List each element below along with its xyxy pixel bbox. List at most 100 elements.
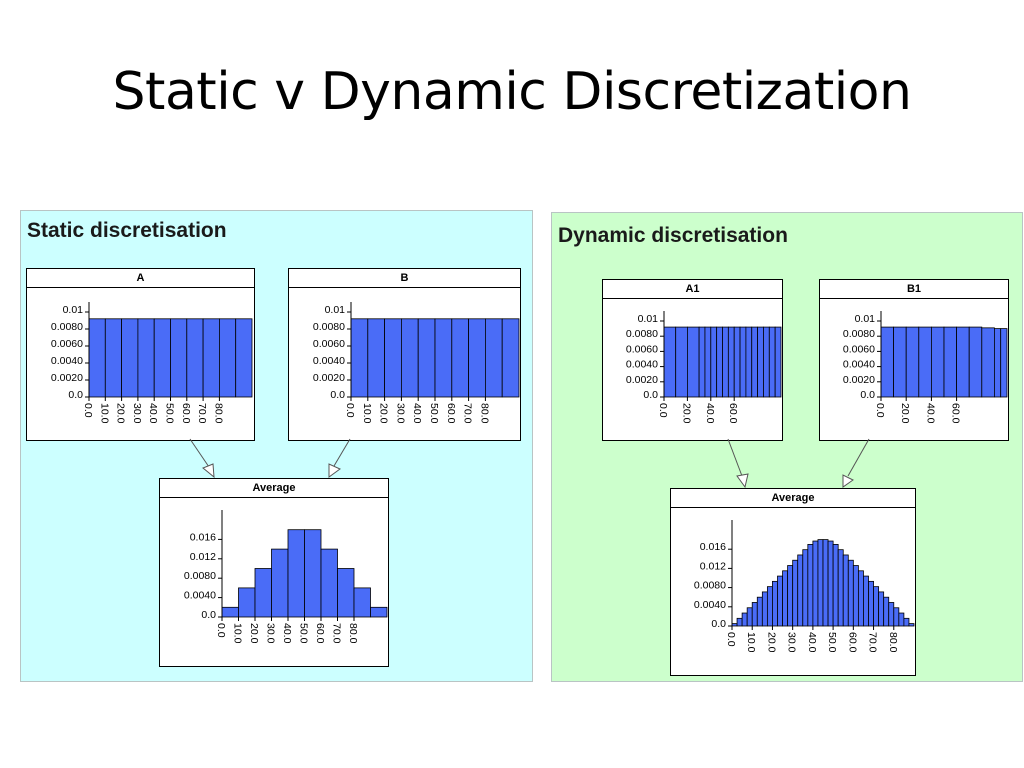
dynamic-avg-bar <box>797 554 804 627</box>
dynamic-a1-bar <box>739 326 747 398</box>
dynamic-b1-x-tick-label: 40.0 <box>924 403 936 424</box>
node-b1-chart: 0.01 0.0080 0.0060 0.0040 0.0020 0.0 0.0 20.0 40… <box>843 311 1008 424</box>
static-a-bar <box>202 318 220 398</box>
static-a-bar <box>137 318 155 398</box>
static-b-y-tick-label: 0.0040 <box>313 355 345 367</box>
dynamic-avg-bar <box>772 580 778 627</box>
node-average-static-chart: 0.016 0.012 0.0080 0.0040 0.0 0.0 10.0 20.0 30.0… <box>184 510 388 644</box>
dynamic-avg-bar <box>863 575 869 627</box>
dynamic-avg-x-tick-label: 0.0 <box>725 632 737 647</box>
static-a-y-tick-label: 0.0 <box>68 389 83 401</box>
dynamic-a1-bar <box>710 326 718 398</box>
dynamic-avg-x-tick-label: 30.0 <box>786 632 798 653</box>
dynamic-avg-bar <box>888 602 895 627</box>
dynamic-avg-bar <box>842 554 849 627</box>
dynamic-b1-y-tick-label: 0.0060 <box>843 343 875 355</box>
dynamic-avg-bar <box>822 539 829 627</box>
node-a1-chart: 0.01 0.0080 0.0060 0.0040 0.0020 0.0 0.0 20.0 40… <box>626 311 782 424</box>
static-avg-x-tick-label: 0.0 <box>215 623 227 638</box>
dynamic-avg-bar <box>741 612 748 627</box>
dynamic-b1-bar <box>956 326 970 398</box>
dynamic-avg-bar <box>827 540 834 627</box>
dynamic-b1-x-tick-label: 0.0 <box>874 403 886 418</box>
static-b-x-tick-label: 70.0 <box>462 403 474 424</box>
static-avg-x-tick-label: 50.0 <box>298 623 310 644</box>
dynamic-b1-y-tick-label: 0.01 <box>855 313 876 325</box>
node-b[interactable]: B 0.01 0.0080 0.0060 0.0040 0.0020 0.0 0.0 10.0… <box>288 268 521 441</box>
dynamic-avg-bar <box>782 570 789 627</box>
static-a-bar <box>104 318 123 398</box>
dynamic-avg-bar <box>731 623 738 627</box>
dynamic-a1-y-tick-label: 0.0 <box>643 389 658 401</box>
static-avg-y-tick-label: 0.0040 <box>184 590 216 602</box>
static-b-x-tick-label: 40.0 <box>411 403 423 424</box>
dynamic-a1-bar <box>757 326 764 398</box>
dynamic-a1-y-tick-label: 0.0080 <box>626 328 658 340</box>
static-avg-x-tick-label: 70.0 <box>331 623 343 644</box>
dynamic-a1-bar <box>733 326 741 398</box>
static-a-bar <box>121 318 139 398</box>
dynamic-a1-x-tick-label: 20.0 <box>680 403 692 424</box>
static-a-bar <box>218 318 237 398</box>
static-b-y-tick-label: 0.0 <box>330 389 345 401</box>
static-avg-x-tick-label: 20.0 <box>248 623 260 644</box>
static-a-x-tick-label: 40.0 <box>147 403 159 424</box>
dynamic-avg-x-tick-label: 70.0 <box>867 632 879 653</box>
dynamic-avg-bar <box>837 549 844 627</box>
dynamic-a1-x-tick-label: 40.0 <box>704 403 716 424</box>
static-b-bar <box>367 318 386 398</box>
dynamic-avg-bar <box>857 570 864 627</box>
dynamic-avg-bar <box>787 565 794 627</box>
node-average-static[interactable]: Average 0.016 0.012 0.0080 0.0040 0.0 0.0 10.0… <box>159 478 389 667</box>
node-b1[interactable]: B1 0.01 0.0080 0.0060 0.0040 0.0020 0.0 0.0 20.… <box>819 279 1009 441</box>
static-avg-x-tick-label: 10.0 <box>232 623 244 644</box>
dynamic-b1-bar <box>918 326 932 398</box>
dynamic-avg-x-tick-label: 20.0 <box>765 632 777 653</box>
node-average-dynamic-title: Average <box>671 489 915 508</box>
dynamic-b1-x-tick-label: 60.0 <box>950 403 962 424</box>
node-b-chart: 0.01 0.0080 0.0060 0.0040 0.0020 0.0 0.0 10.0 20… <box>313 302 520 424</box>
static-avg-x-tick-label: 60.0 <box>314 623 326 644</box>
static-b-bar <box>434 318 453 398</box>
static-b-x-tick-label: 20.0 <box>378 403 390 424</box>
dynamic-b1-bar <box>943 326 958 398</box>
dynamic-avg-bar <box>817 539 824 627</box>
dynamic-a1-y-tick-label: 0.0040 <box>626 359 658 371</box>
node-average-dynamic[interactable]: Average 0.016 0.012 0.0080 0.0040 0.0 0.0 10.0… <box>670 488 916 676</box>
static-a-y-tick-label: 0.0060 <box>51 338 83 350</box>
dynamic-a1-y-tick-label: 0.0020 <box>626 374 658 386</box>
node-a1[interactable]: A1 0.01 0.0080 0.0060 0.0040 0.0020 0.0 0.0 20.… <box>602 279 783 441</box>
dynamic-avg-bar <box>807 544 814 627</box>
static-b-bar <box>468 318 486 398</box>
static-avg-bar <box>238 587 256 618</box>
static-avg-x-tick-label: 80.0 <box>347 623 359 644</box>
static-b-x-tick-label: 60.0 <box>445 403 457 424</box>
dynamic-b1-bar <box>981 327 995 398</box>
dynamic-panel-heading: Dynamic discretisation <box>558 224 788 247</box>
dynamic-a1-bar <box>663 326 677 398</box>
static-a-x-tick-label: 70.0 <box>196 403 208 424</box>
static-avg-bar <box>370 606 388 618</box>
dynamic-avg-x-tick-label: 10.0 <box>745 632 757 653</box>
static-a-bar <box>88 318 106 398</box>
dynamic-avg-bar <box>878 591 885 627</box>
node-average-dynamic-chart: 0.016 0.012 0.0080 0.0040 0.0 0.0 10.0 20.0 30.0… <box>694 520 915 653</box>
static-b-bar <box>417 318 436 398</box>
dynamic-b1-bar <box>880 326 895 398</box>
node-b-title: B <box>289 269 520 288</box>
dynamic-avg-bar <box>761 591 768 627</box>
node-a[interactable]: A 0.01 0.0080 0.0060 0.0040 0.0020 0.0 0.0 10.0… <box>26 268 255 441</box>
dynamic-avg-y-tick-label: 0.0 <box>711 618 726 630</box>
dynamic-avg-bar <box>852 565 859 627</box>
static-a-x-tick-label: 10.0 <box>98 403 110 424</box>
dynamic-a1-y-tick-label: 0.0060 <box>626 343 658 355</box>
dynamic-avg-bar <box>908 623 915 627</box>
dynamic-b1-y-tick-label: 0.0 <box>860 389 875 401</box>
static-b-bar <box>501 318 520 398</box>
static-b-x-tick-label: 30.0 <box>394 403 406 424</box>
node-a-chart: 0.01 0.0080 0.0060 0.0040 0.0020 0.0 0.0 10.0 20… <box>51 302 253 424</box>
static-b-y-tick-label: 0.0080 <box>313 321 345 333</box>
dynamic-avg-bar <box>736 617 743 627</box>
dynamic-avg-bar <box>847 559 854 627</box>
dynamic-avg-bar <box>766 586 773 627</box>
